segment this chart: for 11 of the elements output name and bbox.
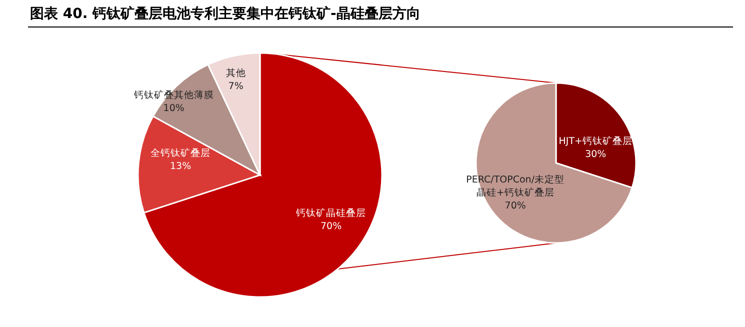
slice-label: 其他 [224, 67, 247, 80]
chart-title: 图表 40. 钙钛矿叠层电池专利主要集中在钙钛矿-晶硅叠层方向 [30, 5, 420, 23]
slice-label: HJT+钙钛矿叠层 [558, 134, 634, 148]
data-label: 70% [320, 220, 343, 233]
slice-label: 钙钛矿晶硅叠层 [295, 206, 368, 220]
data-label: 13% [168, 160, 192, 173]
data-label: 10% [162, 102, 186, 115]
data-label: 70% [504, 200, 527, 213]
data-label: 7% [228, 81, 244, 92]
slice-label: 全钙钛矿叠层 [150, 146, 212, 160]
data-label: 30% [584, 148, 608, 161]
